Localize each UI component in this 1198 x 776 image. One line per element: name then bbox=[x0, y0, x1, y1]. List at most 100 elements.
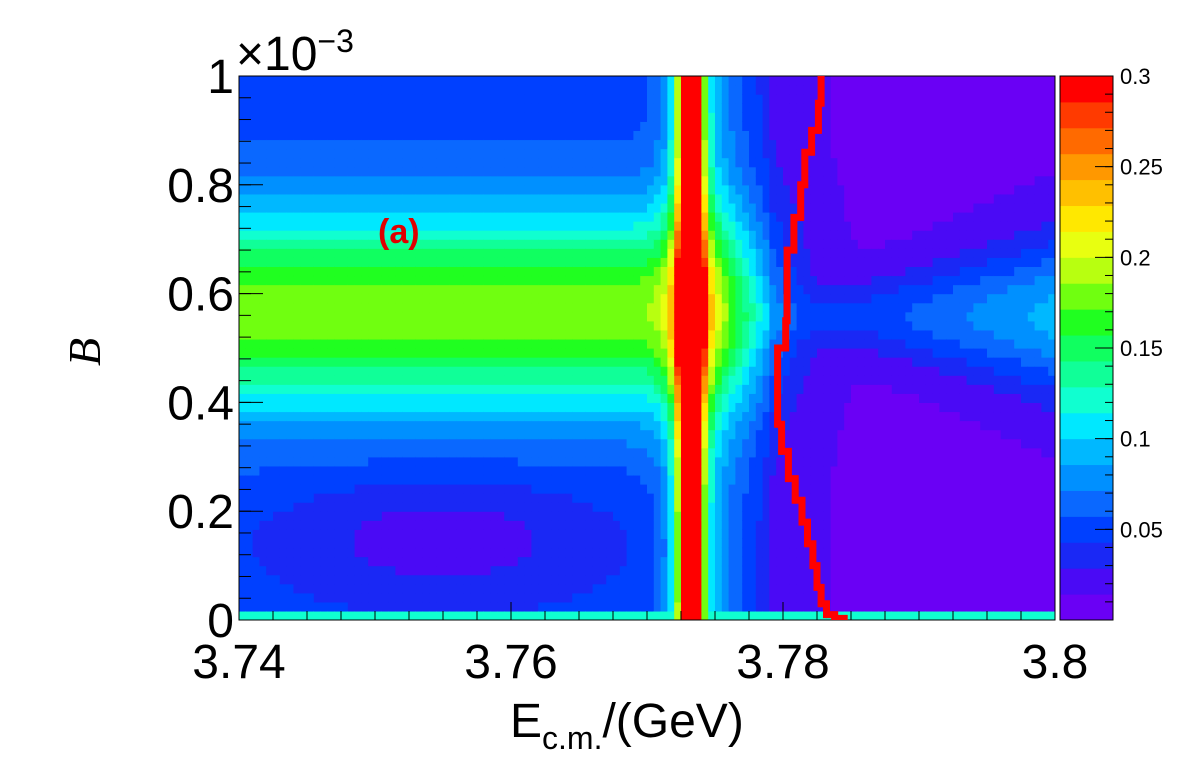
heatmap-cell bbox=[313, 284, 322, 295]
heatmap-cell bbox=[776, 166, 784, 177]
heatmap-cell bbox=[524, 366, 532, 376]
heatmap-cell bbox=[531, 193, 539, 204]
heatmap-cell bbox=[626, 202, 634, 213]
heatmap-cell bbox=[497, 348, 505, 358]
heatmap-cell bbox=[681, 329, 689, 340]
heatmap-cell bbox=[273, 610, 281, 620]
heatmap-cell bbox=[395, 375, 403, 385]
heatmap-cell bbox=[429, 193, 437, 204]
heatmap-cell bbox=[728, 384, 736, 394]
heatmap-cell bbox=[273, 302, 281, 313]
heatmap-cell bbox=[279, 184, 288, 195]
heatmap-cell bbox=[687, 601, 696, 612]
heatmap-cell bbox=[558, 438, 566, 449]
heatmap-cell bbox=[245, 266, 254, 277]
heatmap-cell bbox=[742, 583, 750, 594]
heatmap-cell bbox=[708, 547, 716, 558]
heatmap-cell bbox=[341, 175, 349, 186]
heatmap-cell bbox=[538, 348, 546, 358]
heatmap-cell bbox=[456, 338, 464, 349]
heatmap-cell bbox=[422, 583, 430, 594]
heatmap-cell bbox=[599, 166, 607, 177]
heatmap-cell bbox=[381, 565, 390, 576]
heatmap-cell bbox=[626, 148, 634, 159]
heatmap-cell bbox=[449, 103, 458, 113]
heatmap-cell bbox=[259, 175, 267, 186]
heatmap-cell bbox=[504, 547, 512, 558]
heatmap-cell bbox=[551, 574, 560, 585]
heatmap-cell bbox=[320, 184, 328, 195]
heatmap-cell bbox=[660, 474, 668, 485]
heatmap-cell bbox=[483, 502, 492, 512]
heatmap-cell bbox=[667, 556, 675, 567]
heatmap-cell bbox=[796, 366, 804, 376]
heatmap-cell bbox=[429, 502, 437, 512]
heatmap-cell bbox=[490, 493, 498, 503]
heatmap-cell bbox=[647, 447, 655, 458]
heatmap-cell bbox=[422, 193, 430, 204]
heatmap-cell bbox=[626, 447, 634, 458]
heatmap-cell bbox=[755, 166, 764, 177]
heatmap-cell bbox=[667, 402, 675, 413]
heatmap-cell bbox=[660, 493, 668, 503]
heatmap-cell bbox=[538, 121, 546, 131]
heatmap-cell bbox=[341, 338, 349, 349]
heatmap-cell bbox=[504, 420, 512, 431]
heatmap-cell bbox=[354, 420, 362, 431]
heatmap-cell bbox=[524, 293, 532, 304]
heatmap-cell bbox=[456, 592, 464, 603]
heatmap-cell bbox=[789, 85, 798, 95]
heatmap-cell bbox=[728, 357, 736, 367]
heatmap-cell bbox=[619, 511, 628, 521]
heatmap-cell bbox=[483, 284, 492, 295]
heatmap-cell bbox=[715, 221, 723, 231]
heatmap-cell bbox=[701, 193, 709, 204]
heatmap-cell bbox=[449, 384, 458, 394]
heatmap-cell bbox=[300, 520, 308, 530]
heatmap-cell bbox=[749, 438, 757, 449]
heatmap-cell bbox=[239, 583, 247, 594]
heatmap-cell bbox=[524, 112, 532, 122]
heatmap-cell bbox=[395, 357, 403, 367]
heatmap-cell bbox=[681, 103, 689, 113]
heatmap-cell bbox=[755, 438, 764, 449]
heatmap-cell bbox=[749, 474, 757, 485]
heatmap-cell bbox=[266, 139, 274, 150]
heatmap-cell bbox=[660, 384, 668, 394]
heatmap-cell bbox=[354, 574, 362, 585]
heatmap-cell bbox=[456, 202, 464, 213]
heatmap-cell bbox=[239, 239, 247, 249]
heatmap-cell bbox=[334, 230, 342, 240]
heatmap-cell bbox=[463, 574, 471, 585]
heatmap-cell bbox=[762, 320, 770, 331]
heatmap-cell bbox=[347, 393, 356, 403]
heatmap-cell bbox=[361, 393, 369, 403]
heatmap-cell bbox=[715, 130, 723, 141]
heatmap-cell bbox=[626, 338, 634, 349]
heatmap-cell bbox=[381, 429, 390, 440]
heatmap-cell bbox=[613, 302, 621, 313]
heatmap-cell bbox=[388, 94, 396, 104]
heatmap-cell bbox=[653, 329, 662, 340]
heatmap-cell bbox=[422, 184, 430, 195]
heatmap-cell bbox=[388, 85, 396, 95]
heatmap-cell bbox=[490, 248, 498, 258]
heatmap-cell bbox=[660, 202, 668, 213]
heatmap-cell bbox=[307, 112, 315, 122]
heatmap-cell bbox=[640, 248, 648, 258]
heatmap-cell bbox=[409, 230, 417, 240]
heatmap-cell bbox=[313, 456, 322, 467]
heatmap-cell bbox=[551, 429, 560, 440]
heatmap-cell bbox=[524, 402, 532, 413]
heatmap-cell bbox=[524, 484, 532, 494]
heatmap-cell bbox=[687, 366, 696, 376]
heatmap-cell bbox=[347, 447, 356, 458]
heatmap-cell bbox=[381, 538, 390, 549]
heatmap-cell bbox=[783, 538, 791, 549]
heatmap-cell bbox=[769, 384, 777, 394]
heatmap-cell bbox=[511, 565, 519, 576]
heatmap-cell bbox=[422, 212, 430, 222]
heatmap-cell bbox=[368, 384, 376, 394]
heatmap-cell bbox=[647, 484, 655, 494]
heatmap-cell bbox=[708, 212, 716, 222]
